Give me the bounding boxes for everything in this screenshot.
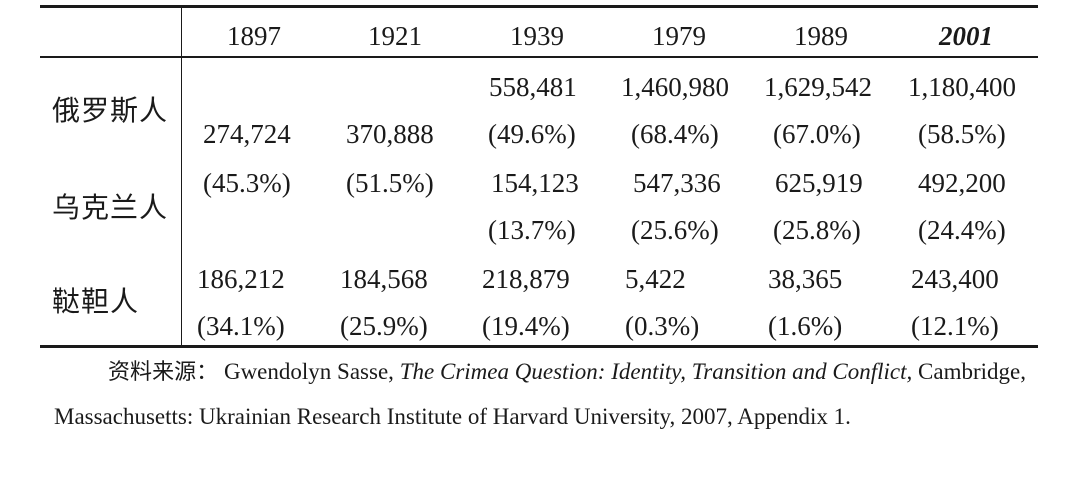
tatars-1989-value: 38,365	[768, 264, 843, 294]
year-header-1939: 1939	[510, 21, 564, 51]
ukrainians-2001-share: (24.4%)	[918, 215, 1006, 245]
russians-1897-value: 274,724	[203, 119, 291, 149]
ukrainians-1939-share: (13.7%)	[488, 215, 576, 245]
russians-1939-share: (49.6%)	[488, 119, 576, 149]
russians-2001-value: 1,180,400	[908, 72, 1016, 102]
year-header-1897: 1897	[227, 21, 281, 51]
tatars-1939-share: (19.4%)	[482, 311, 570, 341]
russians-2001-share: (58.5%)	[918, 119, 1006, 149]
ukrainians-1979-value: 547,336	[633, 168, 721, 198]
source-title: The Crimea Question: Identity, Transitio…	[399, 359, 913, 384]
tatars-2001-value: 243,400	[911, 264, 999, 294]
row-label-russians: 俄罗斯人	[52, 94, 169, 127]
year-header-1921: 1921	[368, 21, 422, 51]
source-author: Gwendolyn Sasse,	[223, 359, 394, 384]
tatars-1897-share: (34.1%)	[197, 311, 285, 341]
russians-1979-value: 1,460,980	[621, 72, 729, 102]
table-bottom-rule	[40, 345, 1038, 348]
tatars-2001-share: (12.1%)	[911, 311, 999, 341]
tatars-1897-value: 186,212	[197, 264, 285, 294]
tatars-1921-share: (25.9%)	[340, 311, 428, 341]
russians-1897-share: (45.3%)	[203, 168, 291, 198]
ukrainians-1939-value: 154,123	[491, 168, 579, 198]
row-label-ukrainians: 乌克兰人	[52, 191, 169, 224]
russians-1989-share: (67.0%)	[773, 119, 861, 149]
ukrainians-1979-share: (25.6%)	[631, 215, 719, 245]
table-top-rule	[40, 5, 1038, 8]
tatars-1921-value: 184,568	[340, 264, 428, 294]
russians-1989-value: 1,629,542	[764, 72, 872, 102]
russians-1921-value: 370,888	[346, 119, 434, 149]
russians-1979-share: (68.4%)	[631, 119, 719, 149]
source-label: 资料来源：	[108, 360, 219, 385]
table-column-divider	[181, 8, 182, 345]
year-header-2001: 2001	[939, 21, 993, 51]
ukrainians-1989-value: 625,919	[775, 168, 863, 198]
russians-1939-value: 558,481	[489, 72, 577, 102]
tatars-1979-share: (0.3%)	[625, 311, 700, 341]
source-publication: Cambridge, Massachusetts: Ukrainian Rese…	[54, 359, 1026, 429]
ukrainians-2001-value: 492,200	[918, 168, 1006, 198]
tatars-1979-value: 5,422	[625, 264, 686, 294]
year-header-1979: 1979	[652, 21, 706, 51]
tatars-1989-share: (1.6%)	[768, 311, 843, 341]
ukrainians-1989-share: (25.8%)	[773, 215, 861, 245]
year-header-1989: 1989	[794, 21, 848, 51]
table-header-rule	[40, 56, 1038, 58]
row-label-tatars: 鞑靼人	[52, 285, 140, 318]
source-note: 资料来源： Gwendolyn Sasse, The Crimea Questi…	[54, 350, 1026, 439]
tatars-1939-value: 218,879	[482, 264, 570, 294]
russians-1921-share: (51.5%)	[346, 168, 434, 198]
